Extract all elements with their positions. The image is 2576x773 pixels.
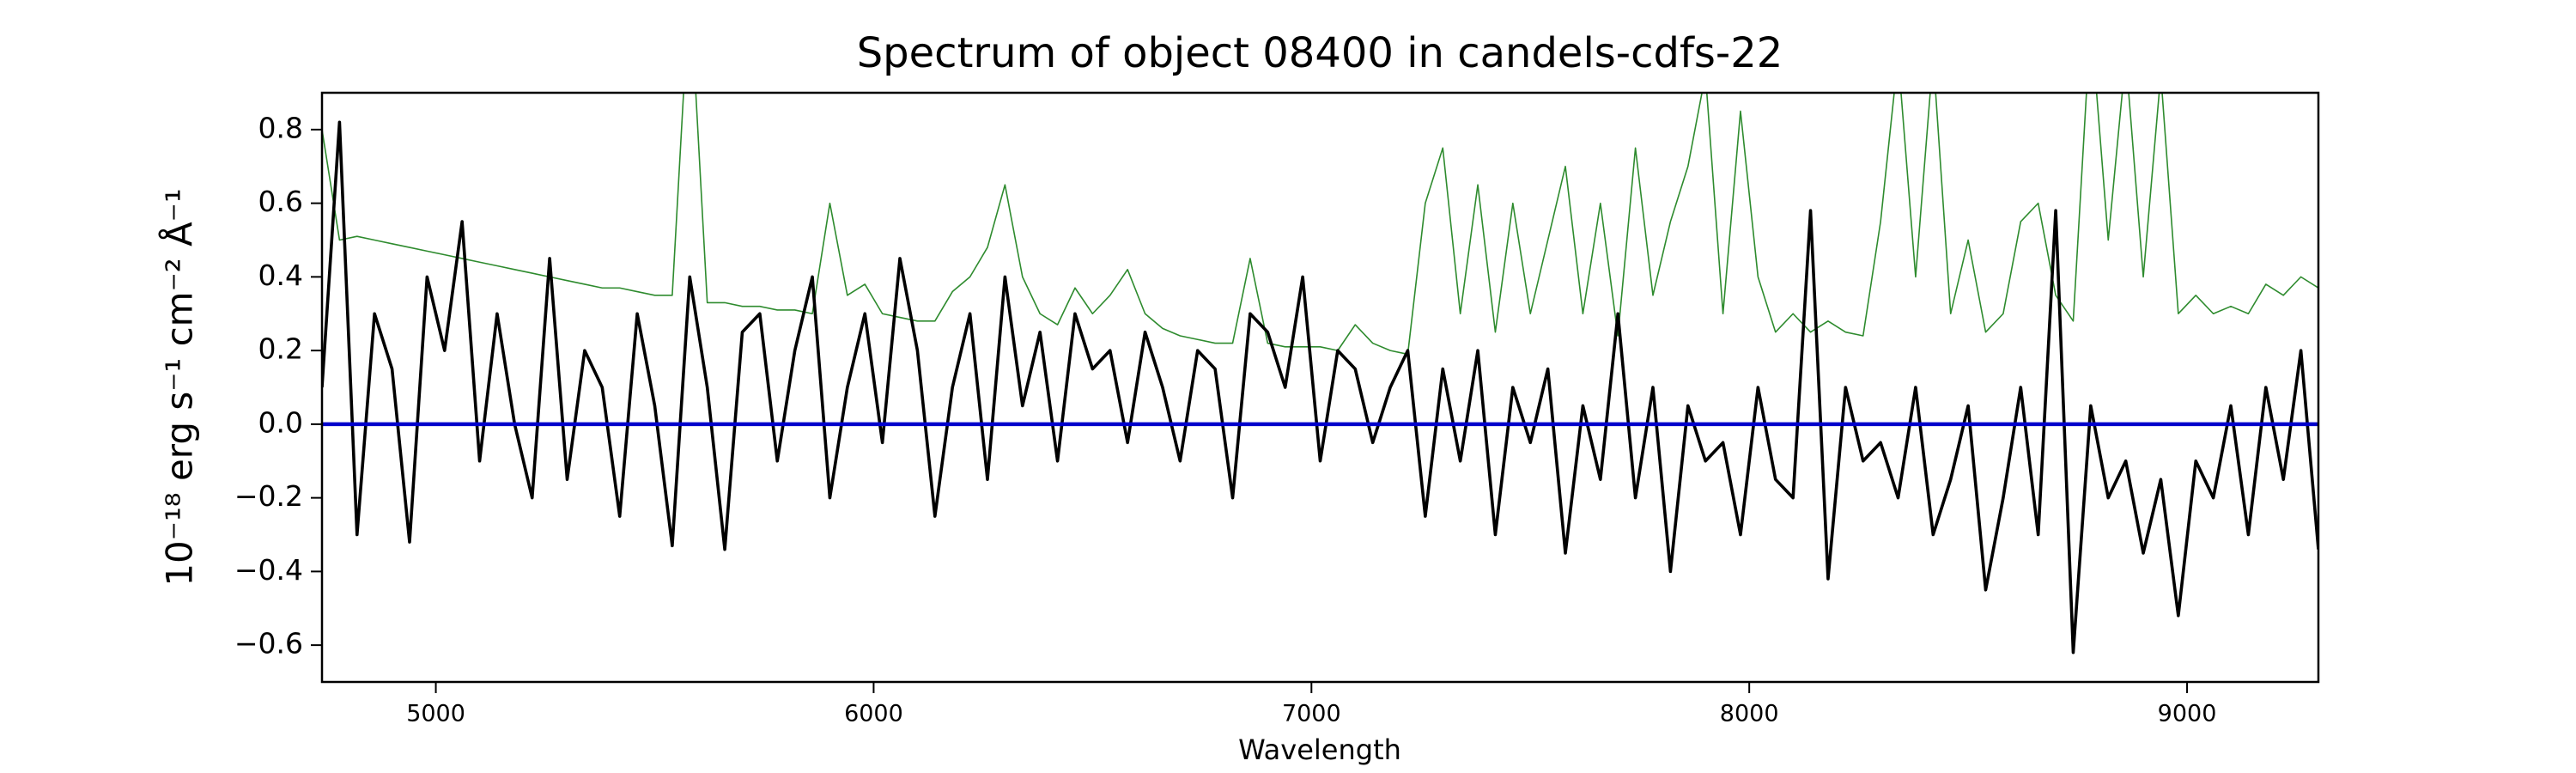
series-line — [322, 93, 2318, 356]
chart-title: Spectrum of object 08400 in candels-cdfs… — [857, 29, 1783, 77]
y-tick-label: 0.0 — [258, 405, 303, 439]
x-tick-label: 8000 — [1720, 701, 1779, 727]
x-tick-label: 9000 — [2158, 701, 2217, 727]
y-axis-label: 10⁻¹⁸ erg s⁻¹ cm⁻² Å⁻¹ — [158, 188, 201, 586]
plot-frame — [320, 91, 2320, 684]
y-tick-label: −0.6 — [234, 627, 303, 660]
y-tick-label: −0.4 — [234, 553, 303, 587]
y-tick-label: 0.8 — [258, 111, 303, 144]
plot-area — [322, 93, 2318, 654]
x-tick-label: 6000 — [844, 701, 903, 727]
x-tick-label: 5000 — [406, 701, 465, 727]
x-axis-label: Wavelength — [1238, 733, 1401, 766]
y-tick-label: 0.2 — [258, 332, 303, 366]
y-tick-label: 0.4 — [258, 259, 303, 292]
series-line — [322, 120, 2318, 654]
y-tick-label: −0.2 — [234, 479, 303, 513]
y-tick-label: 0.6 — [258, 185, 303, 218]
x-tick-label: 7000 — [1282, 701, 1341, 727]
